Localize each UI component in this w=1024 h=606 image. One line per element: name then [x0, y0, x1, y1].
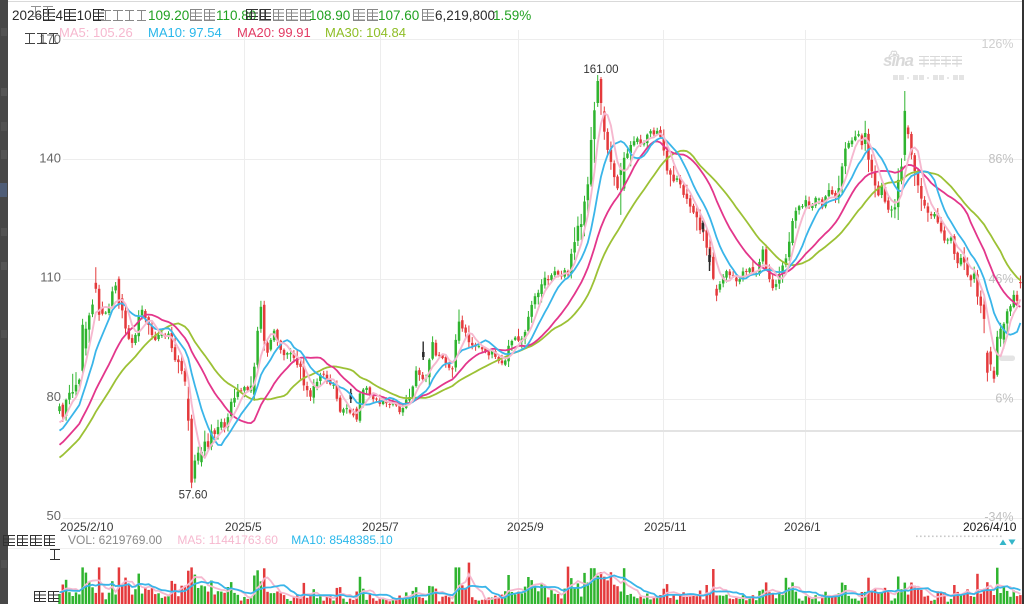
svg-text:6%: 6% — [995, 392, 1013, 406]
svg-text:126%: 126% — [982, 37, 1014, 51]
svg-text:110: 110 — [40, 270, 61, 285]
svg-text:-34%: -34% — [984, 510, 1013, 524]
svg-text:57.60: 57.60 — [179, 490, 208, 502]
svg-text:46%: 46% — [988, 272, 1013, 286]
svg-text:80: 80 — [47, 389, 61, 404]
svg-text:140: 140 — [39, 151, 61, 166]
svg-text:161.00: 161.00 — [583, 64, 618, 76]
svg-text:86%: 86% — [988, 152, 1013, 166]
svg-text:50: 50 — [47, 508, 61, 523]
